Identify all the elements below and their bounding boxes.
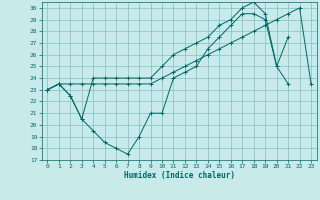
X-axis label: Humidex (Indice chaleur): Humidex (Indice chaleur) — [124, 171, 235, 180]
